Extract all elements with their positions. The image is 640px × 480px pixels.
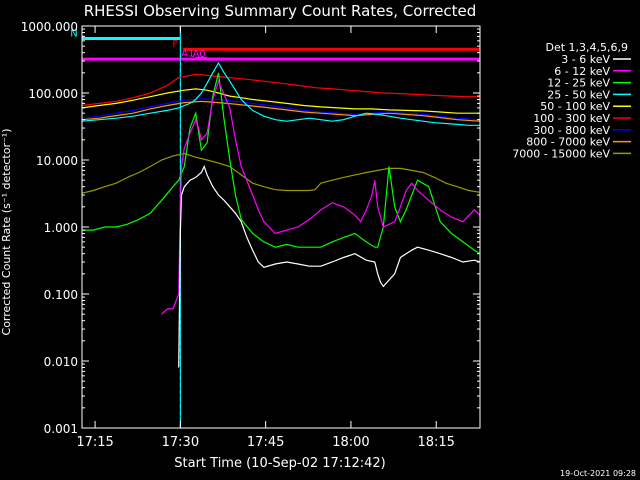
state-label-f: F (172, 39, 178, 50)
y-tick-label: 0.010 (44, 355, 78, 369)
x-tick-label: 17:30 (162, 435, 199, 450)
legend-label-50-100-kev: 50 - 100 keV (540, 100, 610, 113)
state-label-a0: A0 (192, 49, 205, 60)
legend-label-100-300-kev: 100 - 300 keV (533, 112, 610, 125)
legend-label-800-7000-kev: 800 - 7000 keV (526, 136, 610, 149)
y-tick-label: 10.000 (36, 154, 78, 168)
legend-label-300-800-kev: 300 - 800 keV (533, 124, 610, 137)
series-300-800-kev (81, 98, 481, 121)
y-tick-label: 1.000 (44, 221, 78, 235)
x-tick-label: 18:15 (417, 435, 454, 450)
series-6-12-kev (161, 79, 481, 315)
chart-title: RHESSI Observing Summary Count Rates, Co… (84, 2, 477, 20)
y-tick-label: 0.001 (44, 422, 78, 436)
y-tick-label: 100.000 (28, 87, 78, 101)
y-axis-label: Corrected Count Rate (s⁻¹ detector⁻¹) (0, 129, 13, 336)
legend-label-7000-15000-kev: 7000 - 15000 keV (512, 147, 610, 160)
legend-label-6-12-kev: 6 - 12 keV (554, 65, 610, 78)
series-100-300-kev (81, 73, 480, 107)
x-tick-label: 18:00 (332, 435, 369, 450)
x-tick-label: 17:45 (247, 435, 284, 450)
footer-timestamp: 19-Oct-2021 09:28 (560, 469, 636, 478)
state-label-a1: A1 (181, 48, 194, 59)
y-tick-label: 0.100 (44, 288, 78, 302)
x-tick-label: 17:15 (76, 435, 113, 450)
y-tick-label: 1000.000 (21, 20, 78, 34)
series-3-6-kev (178, 164, 481, 368)
legend-title: Det 1,3,4,5,6,9 (545, 41, 628, 54)
series-12-25-kev (82, 72, 481, 255)
series-7000-15000-kev (81, 152, 481, 194)
series-800-7000-kev (81, 100, 481, 122)
series-50-100-kev (81, 88, 480, 114)
state-label-n: N (70, 29, 77, 40)
legend-label-3-6-kev: 3 - 6 keV (561, 53, 610, 66)
x-axis-label: Start Time (10-Sep-02 17:12:42) (174, 456, 385, 471)
series-25-50-kev (81, 61, 480, 126)
legend-label-25-50-kev: 25 - 50 keV (547, 88, 610, 101)
legend-label-12-25-kev: 12 - 25 keV (547, 77, 610, 90)
